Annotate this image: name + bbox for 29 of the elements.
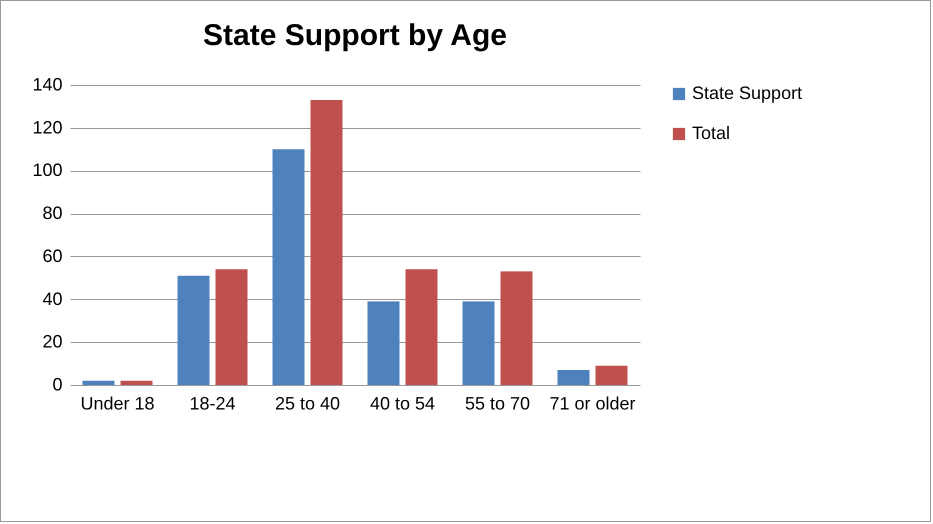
y-tick-label: 140 [32,74,62,94]
bar [216,269,248,385]
x-tick-label: 25 to 40 [274,394,340,414]
y-tick-label: 0 [52,374,62,394]
bar [500,271,532,385]
x-tick-label: Under 18 [80,394,155,414]
legend-label: State Support [692,83,802,103]
y-tick-label: 120 [32,117,62,138]
bar [178,276,210,385]
x-tick-label: 40 to 54 [370,394,436,414]
bar [558,370,590,385]
y-tick-label: 20 [42,332,62,352]
bar [406,269,438,385]
bar [310,100,342,385]
y-tick-label: 80 [42,203,62,224]
x-tick-label: 55 to 70 [464,394,530,414]
legend-label: Total [692,123,730,143]
y-tick-label: 100 [32,160,62,180]
bar [272,149,304,385]
x-tick-label: 18-24 [189,394,236,414]
y-tick-label: 40 [42,288,62,309]
bar [596,366,628,385]
y-tick-label: 60 [42,246,62,266]
chart-title: State Support by Age [203,19,507,52]
bar [120,380,152,385]
x-tick-label: 71 or older [549,394,636,414]
bar [462,301,494,385]
bar [368,301,400,385]
bar [82,380,114,385]
